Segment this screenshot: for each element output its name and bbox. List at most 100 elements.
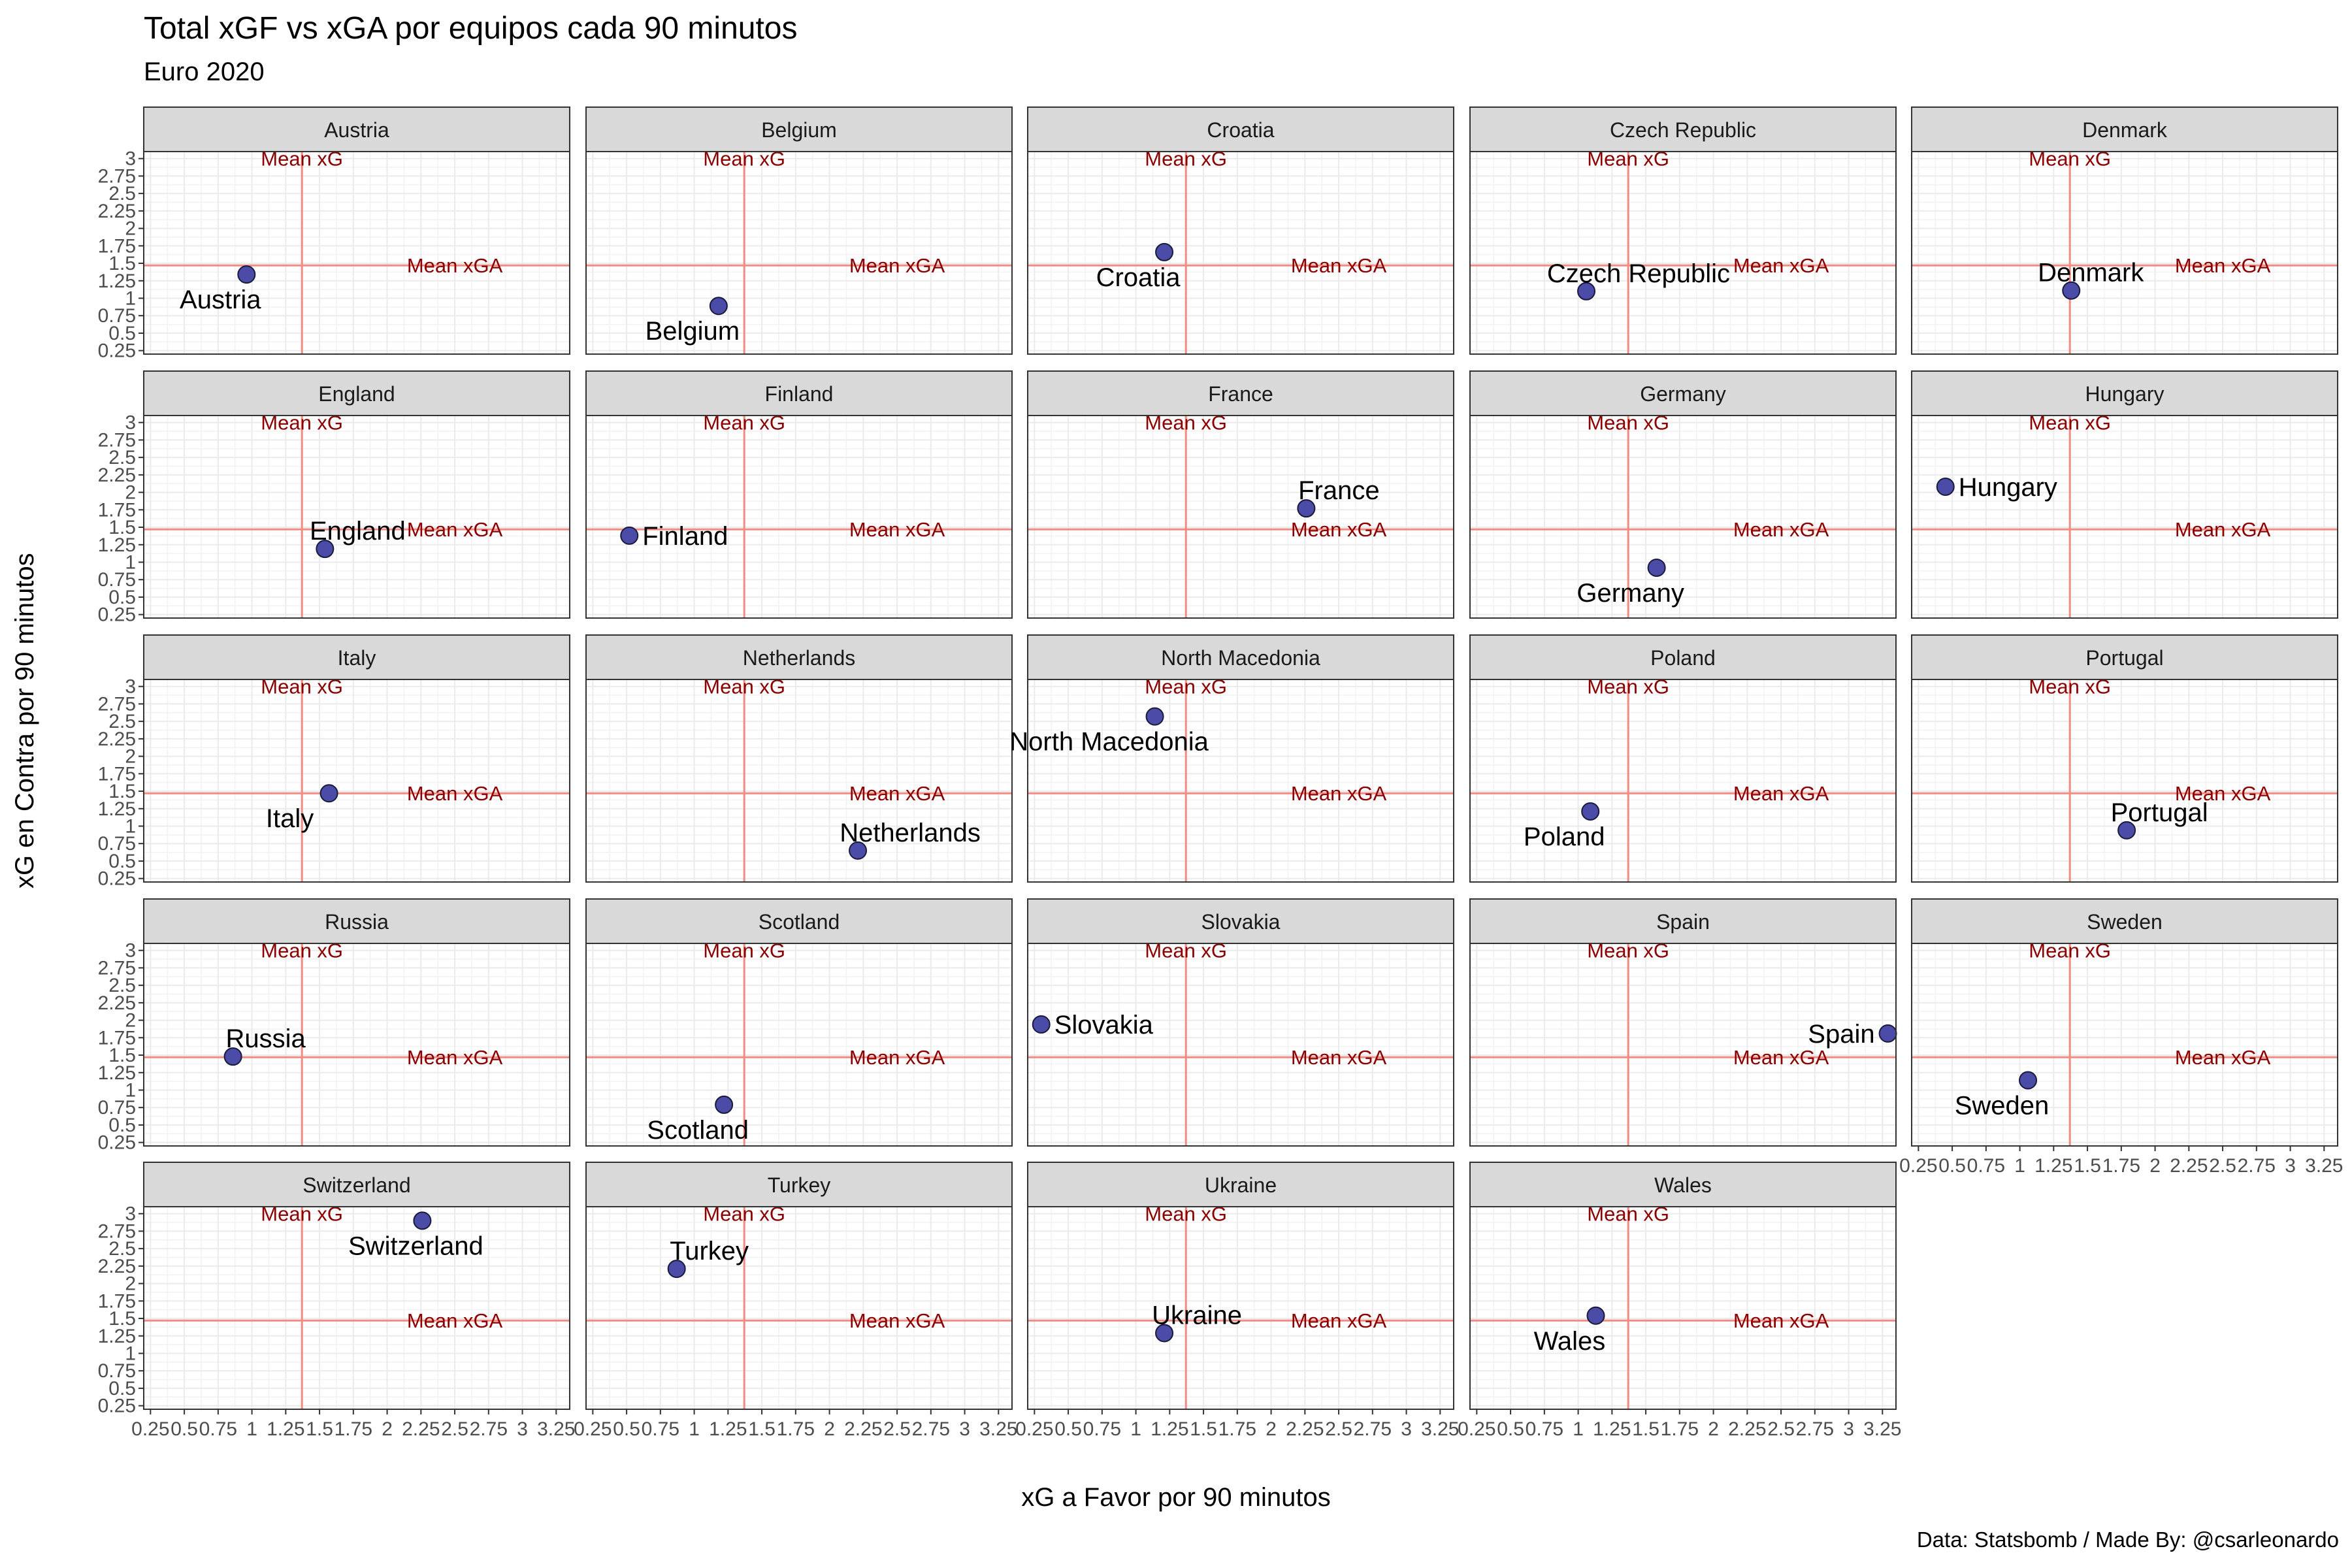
- x-tick-label: 1.25: [1151, 1418, 1188, 1440]
- mean-xg-label: Mean xG: [703, 412, 785, 434]
- mean-xg-label: Mean xG: [1145, 939, 1227, 962]
- facet-strip: [143, 106, 570, 152]
- y-tick-label: 2.75: [98, 429, 136, 451]
- mean-xga-label: Mean xGA: [2175, 518, 2271, 541]
- x-tick-label: 1.75: [1661, 1418, 1699, 1440]
- mean-xga-label: Mean xGA: [1291, 254, 1387, 277]
- x-tick-label: 2.75: [912, 1418, 950, 1440]
- data-point: [1581, 802, 1600, 821]
- panel-border: [143, 679, 570, 883]
- x-tick-label: 3.25: [2305, 1155, 2343, 1177]
- x-tick-label: 3: [1401, 1418, 1412, 1440]
- y-tick-label: 0.75: [98, 1097, 136, 1119]
- y-tick-label: 2: [125, 218, 136, 240]
- mean-xg-label: Mean xG: [1587, 1203, 1669, 1226]
- facet-strip: [1469, 898, 1897, 944]
- y-tick-label: 1.5: [108, 517, 136, 538]
- mean-xga-label: Mean xGA: [1733, 1046, 1829, 1069]
- y-tick-label: 0.75: [98, 305, 136, 327]
- x-tick-label: 1: [689, 1418, 700, 1440]
- y-tick-label: 3: [125, 676, 136, 698]
- x-tick-label: 0.5: [1497, 1418, 1524, 1440]
- panel-border: [143, 151, 570, 355]
- facet-panel-north-macedonia: North Macedonia Mean xG Mean xGA North Mace…: [1009, 634, 1454, 883]
- y-tick-label: 2.5: [108, 183, 136, 204]
- x-tick-label: 0.5: [1938, 1155, 1966, 1177]
- y-tick-label: 3: [125, 148, 136, 170]
- x-tick-label: 2.25: [2170, 1155, 2208, 1177]
- mean-xg-label: Mean xG: [703, 148, 785, 171]
- mean-xg-label: Mean xG: [1587, 148, 1669, 171]
- data-point-label: France: [1298, 476, 1380, 505]
- y-tick-label: 1.75: [98, 763, 136, 785]
- y-tick-label: 3: [125, 940, 136, 962]
- y-tick-label: 0.5: [108, 587, 136, 608]
- facet-strip-label: Denmark: [2082, 118, 2168, 142]
- facet-strip-label: Netherlands: [743, 646, 856, 670]
- data-point-label: Portugal: [2111, 798, 2208, 827]
- mean-xg-label: Mean xG: [1587, 939, 1669, 962]
- y-tick-label: 0.25: [98, 340, 136, 362]
- facet-strip-label: Austria: [324, 118, 389, 142]
- data-point: [1878, 1024, 1897, 1043]
- data-point-label: North Macedonia: [1009, 728, 1209, 757]
- data-point-label: Netherlands: [840, 819, 981, 847]
- data-point: [709, 297, 728, 316]
- facet-panel-scotland: Scotland Mean xG Mean xGA Scotland: [585, 898, 1013, 1147]
- x-tick-label: 1.75: [777, 1418, 815, 1440]
- x-tick-label: 1: [1130, 1418, 1141, 1440]
- panel-background: [144, 416, 570, 618]
- y-tick-label: 0.75: [98, 569, 136, 591]
- y-tick-label: 3: [125, 1203, 136, 1225]
- data-point: [849, 841, 868, 860]
- mean-xg-label: Mean xG: [1587, 412, 1669, 434]
- panel-background: [1028, 1207, 1454, 1409]
- data-point-label: Poland: [1524, 823, 1605, 851]
- mean-xg-label: Mean xG: [261, 148, 343, 171]
- data-point-label: Belgium: [645, 317, 740, 346]
- x-tick-label: 3.25: [1863, 1418, 1901, 1440]
- panel-border: [585, 1206, 1013, 1410]
- x-tick-label: 3: [959, 1418, 970, 1440]
- facet-strip-label: Wales: [1654, 1173, 1712, 1197]
- facet-panel-hungary: Hungary Mean xG Mean xGA Hungary: [1911, 370, 2338, 619]
- panel-background: [1912, 416, 2338, 618]
- data-point-label: Austria: [180, 286, 261, 314]
- facet-strip: [1469, 634, 1897, 680]
- mean-xg-label: Mean xG: [261, 1203, 343, 1226]
- facet-panel-italy: Italy Mean xG Mean xGA Italy 0.250.50.7511.2…: [98, 634, 570, 890]
- x-tick-label: 2.5: [1325, 1418, 1352, 1440]
- panel-background: [1470, 152, 1896, 354]
- mean-xg-label: Mean xG: [1145, 148, 1227, 171]
- x-tick-label: 2.5: [1767, 1418, 1795, 1440]
- panel-border: [1027, 415, 1454, 619]
- panel-border: [585, 679, 1013, 883]
- facet-panel-slovakia: Slovakia Mean xG Mean xGA Slovakia: [1027, 898, 1454, 1147]
- data-point: [1577, 282, 1596, 301]
- y-tick-label: 1.5: [108, 781, 136, 802]
- panel-background: [1912, 152, 2338, 354]
- y-tick-label: 2: [125, 746, 136, 768]
- mean-xga-label: Mean xGA: [1291, 1309, 1387, 1332]
- mean-xg-label: Mean xG: [261, 676, 343, 698]
- mean-xg-label: Mean xG: [261, 939, 343, 962]
- facet-strip: [143, 1162, 570, 1207]
- y-tick-label: 0.5: [108, 1378, 136, 1399]
- x-tick-label: 3: [517, 1418, 528, 1440]
- facet-strip-label: Portugal: [2085, 646, 2163, 670]
- panel-border: [1469, 151, 1897, 355]
- x-tick-label: 1.75: [2102, 1155, 2140, 1177]
- x-tick-label: 1.5: [1632, 1418, 1659, 1440]
- facet-strip: [1911, 898, 2338, 944]
- facet-strip-label: Croatia: [1207, 118, 1274, 142]
- chart-caption: Data: Statsbomb / Made By: @csarleonardo: [1916, 1527, 2339, 1552]
- facet-panel-ukraine: Ukraine Mean xG Mean xGA Ukraine 0.25 0.5 0.75…: [1015, 1162, 1459, 1440]
- data-point-label: Spain: [1808, 1020, 1874, 1049]
- x-tick-label: 1: [1573, 1418, 1584, 1440]
- x-tick-label: 1: [246, 1418, 257, 1440]
- panel-background: [1470, 416, 1896, 618]
